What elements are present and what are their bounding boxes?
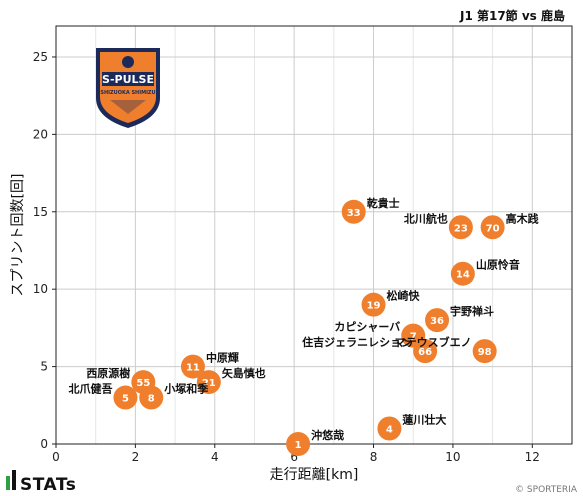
player-marker <box>448 215 473 240</box>
player-marker <box>472 339 497 364</box>
player-marker <box>180 354 205 379</box>
player-name-label: 矢島慎也 <box>222 366 266 380</box>
player-number-label: 14 <box>456 270 470 281</box>
crest-name: S-PULSE <box>102 73 154 86</box>
player-point: 8 小塚和季 <box>139 382 209 410</box>
x-tick-label: 6 <box>290 450 298 464</box>
player-point: 5 北爪健吾 <box>68 382 138 410</box>
player-number-label: 23 <box>454 223 468 234</box>
player-marker <box>139 385 164 410</box>
player-name-label: 中原輝 <box>206 351 239 365</box>
player-number-label: 1 <box>295 440 302 451</box>
player-point: 19 松崎快 <box>361 289 421 317</box>
player-point: 11 中原輝 <box>180 351 239 379</box>
team-crest-logo: S-PULSE SHIZUOKA SHIMIZU <box>96 48 160 128</box>
player-marker <box>425 308 450 333</box>
player-number-label: 7 <box>410 332 417 343</box>
player-name-label: 乾貴士 <box>367 196 400 210</box>
footer-copyright: © SPORTERIA <box>515 485 578 495</box>
player-number-label: 98 <box>478 347 492 358</box>
player-name-label: 北爪健吾 <box>68 382 112 396</box>
player-point: 33 乾貴士 <box>341 196 400 224</box>
player-number-label: 55 <box>136 378 150 389</box>
player-marker <box>113 385 138 410</box>
player-marker <box>196 370 221 395</box>
player-number-label: 8 <box>148 394 155 405</box>
player-name-label: 西原源樹 <box>86 366 130 380</box>
footer-brand: STATs <box>20 475 76 495</box>
stats-brand-icon <box>6 470 16 490</box>
player-number-label: 33 <box>347 208 361 219</box>
player-point: 23 北川航也 <box>404 211 473 240</box>
player-point: 98 マテウスブエノ <box>395 335 497 364</box>
plot-frame <box>55 25 573 445</box>
crest-subtitle: SHIZUOKA SHIMIZU <box>100 90 155 96</box>
crest-shield-inner <box>100 52 156 123</box>
y-axis-title: スプリント回数[回] <box>10 174 26 297</box>
player-point: 4 蓮川壮大 <box>377 413 446 441</box>
player-name-label: 松崎快 <box>387 289 421 303</box>
player-point: 36 宇野禅斗 <box>425 304 494 333</box>
player-name-label: 蓮川壮大 <box>402 413 446 427</box>
player-number-label: 19 <box>367 301 381 312</box>
player-marker <box>450 261 475 286</box>
x-tick-label: 8 <box>370 450 378 464</box>
player-number-label: 36 <box>430 316 444 327</box>
player-number-label: 4 <box>386 425 393 436</box>
x-tick-label: 12 <box>525 450 540 464</box>
player-marker <box>377 416 402 441</box>
y-tick-label: 5 <box>40 360 48 374</box>
y-tick-label: 20 <box>33 127 48 141</box>
player-marker <box>413 339 438 364</box>
player-number-label: 5 <box>122 394 129 405</box>
data-points: 33乾貴士23北川航也70高木践14山原怜音19松崎快36宇野禅斗7カピシャーバ… <box>68 196 539 456</box>
player-number-label: 21 <box>202 378 216 389</box>
y-tick-label: 10 <box>33 282 48 296</box>
player-name-label: カピシャーバ <box>334 321 400 334</box>
player-point: 1 沖悠哉 <box>286 428 344 456</box>
crest-mountain <box>110 100 146 114</box>
y-tick-label: 25 <box>33 50 48 64</box>
player-number-label: 70 <box>486 223 500 234</box>
player-name-label: 宇野禅斗 <box>450 304 494 318</box>
player-point: 66 住吉ジェラニレション <box>302 335 438 364</box>
player-name-label: マテウスブエノ <box>395 335 472 349</box>
player-name-label: 住吉ジェラニレション <box>302 335 412 349</box>
player-marker <box>361 292 386 317</box>
chart-header-title: J1 第17節 vs 鹿島 <box>459 8 565 23</box>
player-name-label: 高木践 <box>506 211 539 225</box>
player-marker <box>286 432 311 456</box>
player-name-label: 沖悠哉 <box>311 428 344 442</box>
player-marker <box>480 215 505 240</box>
player-point: 14 山原怜音 <box>450 258 520 286</box>
x-tick-label: 0 <box>52 450 60 464</box>
crest-banner <box>102 72 154 86</box>
x-axis-title: 走行距離[km] <box>270 466 359 483</box>
player-name-label: 山原怜音 <box>476 258 520 272</box>
player-name-label: 北川航也 <box>404 211 448 225</box>
player-number-label: 11 <box>186 363 200 374</box>
x-tick-label: 10 <box>445 450 460 464</box>
player-name-label: 小塚和季 <box>163 382 209 396</box>
crest-ball <box>122 56 134 68</box>
player-number-label: 66 <box>418 347 432 358</box>
player-marker <box>341 199 366 224</box>
y-tick-label: 0 <box>40 437 48 451</box>
x-tick-label: 2 <box>132 450 140 464</box>
player-point: 21 矢島慎也 <box>196 366 266 395</box>
x-tick-label: 4 <box>211 450 219 464</box>
player-point: 70 高木践 <box>480 211 539 240</box>
y-tick-label: 15 <box>33 205 48 219</box>
